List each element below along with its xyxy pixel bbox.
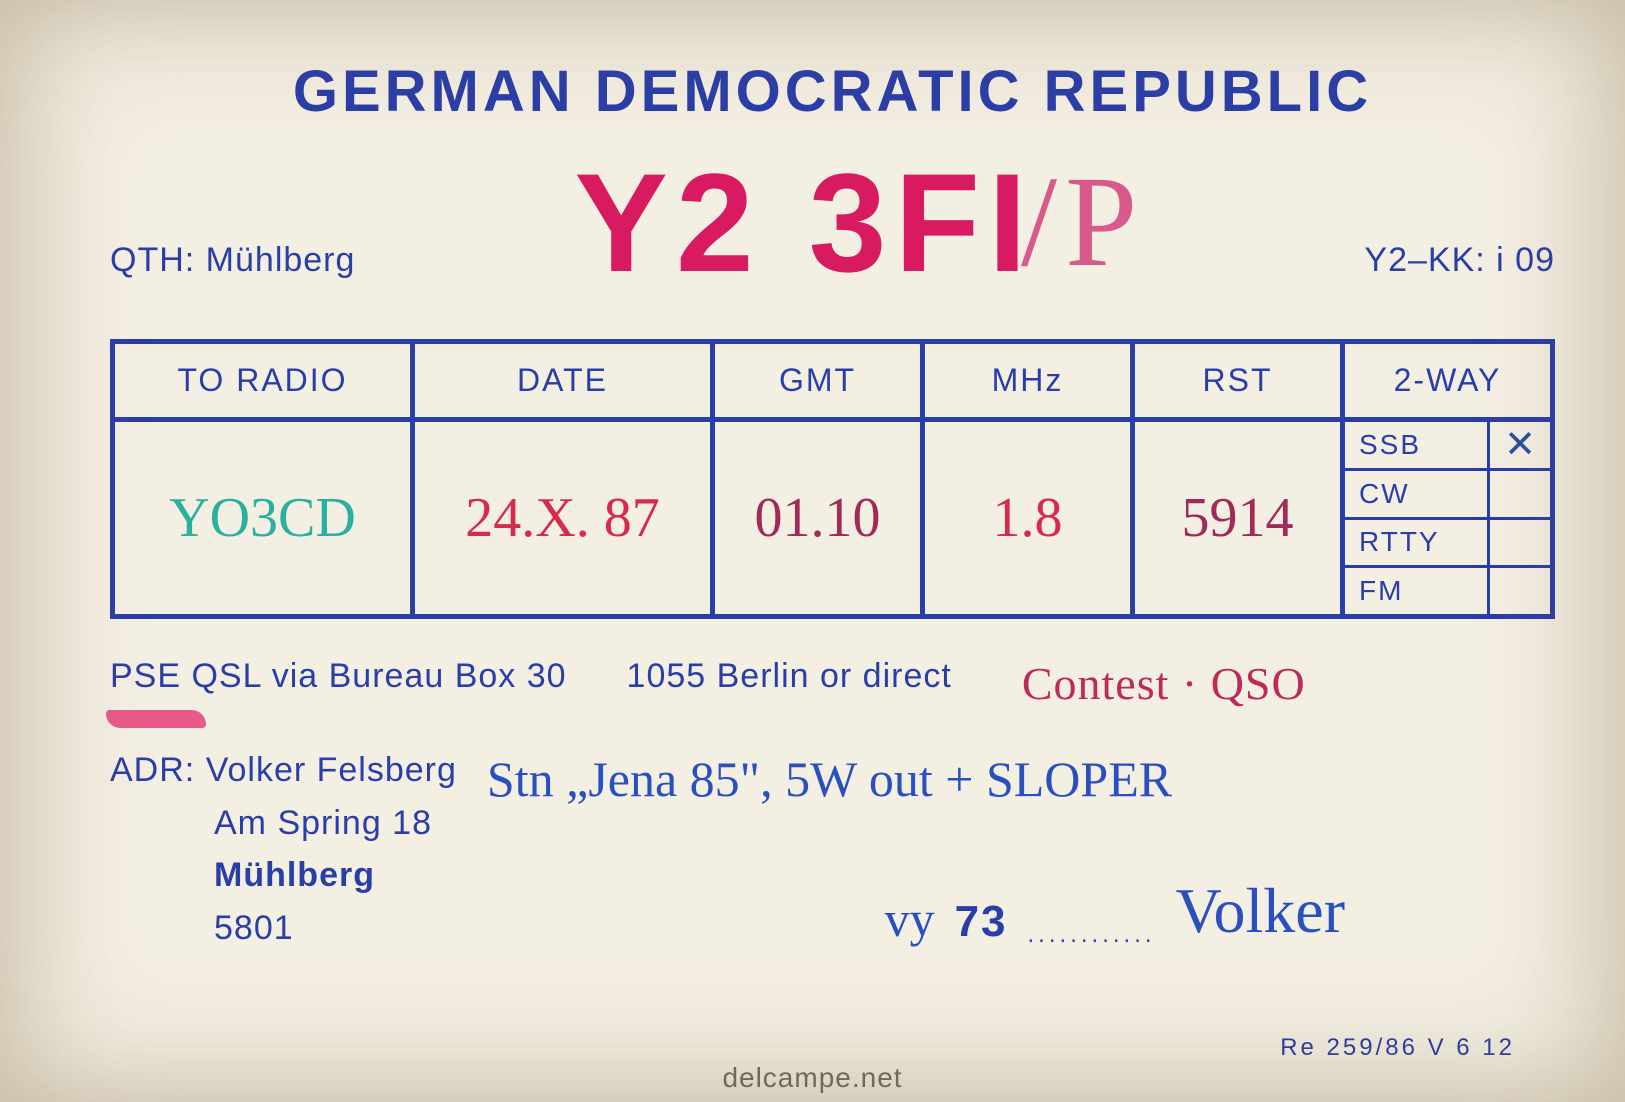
pse-underline-mark bbox=[106, 710, 206, 728]
qso-table: TO RADIO YO3CD DATE 24.X. 87 GMT 01.10 M… bbox=[110, 339, 1555, 619]
sig-dots: ............ bbox=[1028, 921, 1156, 949]
val-date: 24.X. 87 bbox=[415, 422, 710, 614]
twoway-label-rtty: RTTY bbox=[1345, 520, 1490, 566]
twoway-row-fm: FM bbox=[1345, 568, 1550, 614]
pse-text2: 1055 Berlin or direct bbox=[627, 657, 952, 710]
head-rst: RST bbox=[1135, 344, 1340, 422]
twoway-label-ssb: SSB bbox=[1345, 422, 1490, 468]
twoway-row-ssb: SSB ✕ bbox=[1345, 422, 1550, 471]
callsign-suffix: /P bbox=[1021, 150, 1145, 294]
seventythree: 73 bbox=[955, 897, 1008, 947]
callsign-row: QTH: Mühlberg Y2 3FI/P Y2–KK: i 09 bbox=[110, 153, 1555, 293]
val-toradio: YO3CD bbox=[115, 422, 410, 614]
print-code: Re 259/86 V 6 12 bbox=[1280, 1034, 1515, 1062]
pse-part1: PSE QSL via Bureau Box 30 bbox=[110, 657, 567, 710]
col-2way: 2-WAY SSB ✕ CW RTTY FM bbox=[1345, 344, 1550, 614]
twoway-label-fm: FM bbox=[1345, 568, 1490, 614]
qth-label: QTH: bbox=[110, 241, 195, 279]
adr-street: Am Spring 18 bbox=[110, 797, 457, 850]
head-2way: 2-WAY bbox=[1345, 344, 1550, 422]
val-gmt: 01.10 bbox=[715, 422, 920, 614]
rig-note: Stn „Jena 85", 5W out + SLOPER bbox=[487, 744, 1555, 808]
adr-block: ADR: Volker Felsberg Am Spring 18 Mühlbe… bbox=[110, 744, 457, 955]
adr-postcode: 5801 bbox=[110, 902, 457, 955]
col-rst: RST 5914 bbox=[1135, 344, 1345, 614]
grid-label: Y2–KK: bbox=[1364, 241, 1485, 279]
callsign-main: Y2 3FI bbox=[574, 144, 1034, 301]
col-gmt: GMT 01.10 bbox=[715, 344, 925, 614]
callsign: Y2 3FI/P bbox=[385, 153, 1334, 293]
pse-text1: PSE QSL via Bureau Box 30 bbox=[110, 657, 567, 695]
signoff: vy 73 ............ Volker bbox=[885, 878, 1345, 952]
contest-note: Contest · QSO bbox=[1022, 657, 1306, 710]
twoway-mark-ssb: ✕ bbox=[1490, 422, 1550, 468]
grid: Y2–KK: i 09 bbox=[1364, 241, 1555, 290]
head-gmt: GMT bbox=[715, 344, 920, 422]
twoway-body: SSB ✕ CW RTTY FM bbox=[1345, 422, 1550, 614]
val-rst: 5914 bbox=[1135, 422, 1340, 614]
twoway-row-rtty: RTTY bbox=[1345, 520, 1550, 569]
head-toradio: TO RADIO bbox=[115, 344, 410, 422]
twoway-row-cw: CW bbox=[1345, 471, 1550, 520]
qth: QTH: Mühlberg bbox=[110, 241, 355, 290]
grid-value: i 09 bbox=[1496, 241, 1555, 279]
country-header: GERMAN DEMOCRATIC REPUBLIC bbox=[110, 58, 1555, 125]
qth-value: Mühlberg bbox=[206, 241, 356, 279]
adr-name: Volker Felsberg bbox=[206, 751, 457, 789]
col-date: DATE 24.X. 87 bbox=[415, 344, 715, 614]
watermark: delcampe.net bbox=[722, 1062, 902, 1094]
head-mhz: MHz bbox=[925, 344, 1130, 422]
vy: vy bbox=[885, 890, 935, 948]
val-mhz: 1.8 bbox=[925, 422, 1130, 614]
signature: Volker bbox=[1176, 874, 1345, 948]
pse-line: PSE QSL via Bureau Box 30 1055 Berlin or… bbox=[110, 657, 1555, 710]
twoway-label-cw: CW bbox=[1345, 471, 1490, 517]
qsl-card: GERMAN DEMOCRATIC REPUBLIC QTH: Mühlberg… bbox=[0, 0, 1625, 1102]
col-mhz: MHz 1.8 bbox=[925, 344, 1135, 614]
col-toradio: TO RADIO YO3CD bbox=[115, 344, 415, 614]
twoway-mark-rtty bbox=[1490, 520, 1550, 566]
twoway-mark-cw bbox=[1490, 471, 1550, 517]
twoway-mark-fm bbox=[1490, 568, 1550, 614]
adr-label: ADR: bbox=[110, 751, 195, 789]
adr-city: Mühlberg bbox=[110, 849, 457, 902]
head-date: DATE bbox=[415, 344, 710, 422]
